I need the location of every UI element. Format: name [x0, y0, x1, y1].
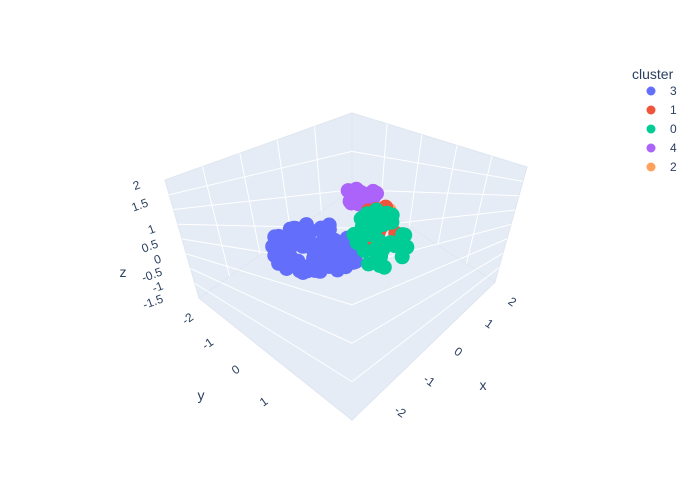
gridline [276, 139, 292, 234]
z-tick-label: -1.5 [141, 292, 166, 312]
x-tick-label: -1 [421, 372, 438, 390]
cluster-3-point[interactable] [271, 255, 287, 271]
z-tick-label: 1 [146, 222, 157, 238]
gridline [186, 253, 353, 306]
cluster-0-point[interactable] [369, 246, 385, 262]
gridline [465, 156, 493, 264]
cluster-4-point[interactable] [366, 189, 382, 205]
legend-item-1[interactable]: 1 [646, 103, 678, 117]
y-tick-label: -1 [199, 335, 216, 353]
cluster-0-point[interactable] [383, 235, 399, 251]
cluster-3-point[interactable] [295, 238, 311, 254]
x-tick-label: 1 [483, 316, 497, 331]
cluster-0-point[interactable] [362, 213, 378, 229]
cluster-3-point[interactable] [283, 249, 298, 265]
y-tick-label: -2 [179, 310, 196, 328]
legend-marker [646, 86, 656, 96]
gridline [351, 252, 504, 344]
legend-label: 2 [670, 160, 677, 174]
gridline [351, 150, 524, 182]
z-tick-label: 0 [152, 252, 163, 268]
cluster-0-point[interactable] [377, 214, 393, 230]
legend-label: 1 [670, 103, 677, 117]
z-tick-label: -0.5 [140, 265, 165, 285]
cluster-0-point[interactable] [353, 227, 368, 243]
x-tick-label: 2 [506, 294, 520, 309]
gridline [351, 267, 500, 383]
z-tick-label: 1.5 [130, 196, 151, 215]
legend-marker [646, 124, 656, 134]
legend-title: cluster [632, 66, 674, 82]
legend-item-3[interactable]: 3 [646, 84, 678, 98]
legend-item-4[interactable]: 4 [646, 141, 678, 155]
gridline [173, 189, 353, 210]
legend-label: 4 [670, 141, 677, 155]
cluster-4-point[interactable] [343, 195, 359, 211]
x-tick-label: 0 [452, 344, 466, 359]
legend-item-2[interactable]: 2 [646, 160, 678, 174]
gridline [201, 166, 231, 277]
legend[interactable]: cluster 3 1 0 4 2 [632, 66, 677, 174]
cluster-3-point[interactable] [298, 263, 314, 279]
gridline [408, 134, 423, 227]
x-tick-label: -2 [392, 403, 409, 421]
cluster-0-point[interactable] [361, 256, 376, 272]
z-tick-label: 2 [131, 178, 142, 194]
gridline [437, 145, 458, 246]
cluster-3-point[interactable] [306, 250, 322, 266]
gridline [194, 282, 353, 383]
z-tick-label: -1 [150, 279, 165, 296]
cluster-3-point[interactable] [298, 217, 314, 233]
y-axis-title: y [198, 387, 205, 403]
legend-label: 3 [670, 84, 677, 98]
cluster-3-point[interactable] [277, 230, 293, 245]
cluster-3-point[interactable] [327, 232, 343, 248]
legend-marker [646, 143, 656, 153]
gridline [314, 126, 322, 212]
z-axis-title: z [120, 264, 127, 280]
legend-marker [646, 162, 656, 172]
cluster-4-point[interactable] [353, 185, 369, 201]
legend-label: 0 [670, 122, 677, 136]
scatter-points[interactable] [265, 181, 415, 280]
gridline [239, 153, 261, 255]
cluster-3-point[interactable] [317, 240, 332, 256]
gridline [351, 238, 508, 306]
x-axis-title: x [480, 377, 487, 393]
gridline [169, 150, 353, 196]
y-tick-label: 0 [229, 362, 243, 377]
cluster-3-point[interactable] [330, 262, 345, 278]
cluster-3-point[interactable] [315, 224, 331, 240]
cluster-0-point[interactable] [371, 233, 387, 249]
y-tick-label: 1 [257, 394, 271, 409]
legend-item-0[interactable]: 0 [646, 122, 678, 136]
legend-marker [646, 105, 656, 115]
z-tick-label: 0.5 [140, 237, 161, 256]
cluster-0-point[interactable] [394, 228, 410, 244]
cluster-0-point[interactable] [394, 249, 410, 265]
gridline [190, 268, 353, 344]
cluster-0-point[interactable] [372, 258, 388, 273]
